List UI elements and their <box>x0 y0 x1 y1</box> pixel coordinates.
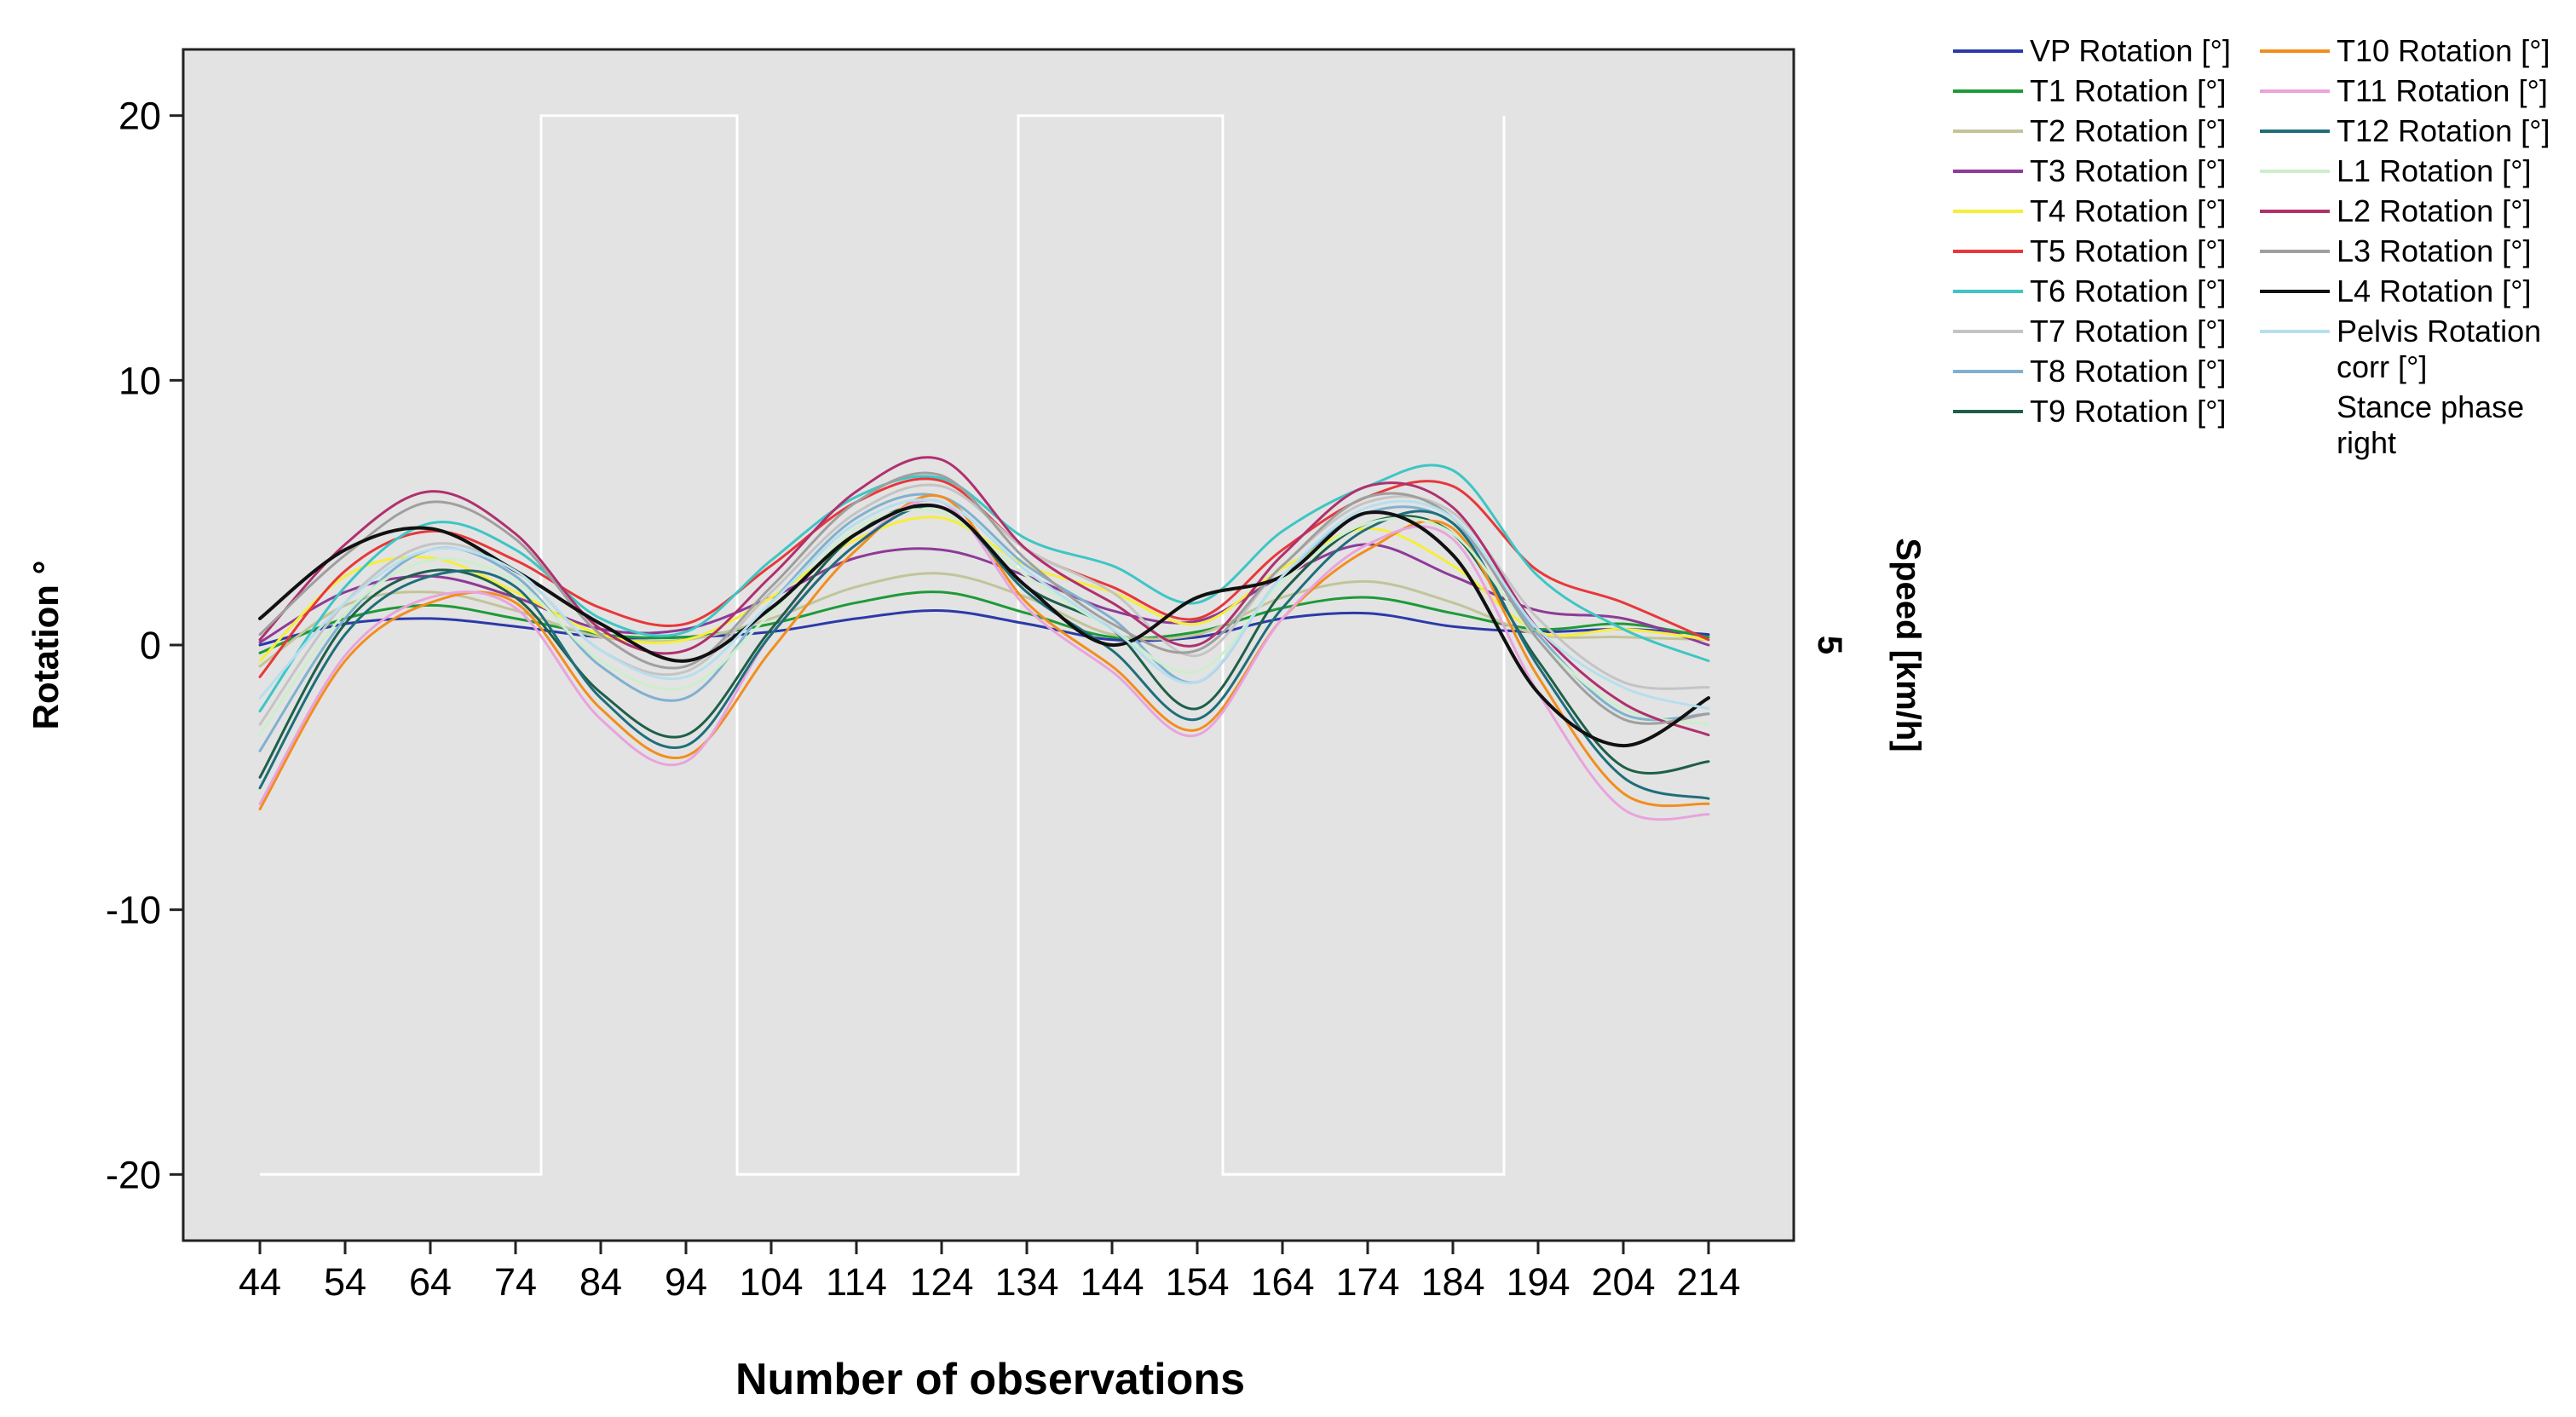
x-tick-label: 194 <box>1506 1260 1570 1304</box>
series-line-3 <box>258 572 1710 668</box>
secondary-y-axis-title: Speed [km/h] <box>1889 538 1927 752</box>
series-line-18 <box>258 498 1710 711</box>
stance-phase-layer <box>260 114 1506 1176</box>
x-axis-title: Number of observations <box>735 1355 1245 1404</box>
x-tick-label: 54 <box>324 1260 366 1304</box>
legend-label: L1 Rotation [°] <box>2337 153 2532 188</box>
legend-label: T7 Rotation [°] <box>2030 314 2227 348</box>
x-tick-label: 84 <box>579 1260 622 1304</box>
legend-label: T5 Rotation [°] <box>2030 233 2227 268</box>
x-tick-label: 164 <box>1250 1260 1314 1304</box>
legend-label: Pelvis Rotation corr [°] <box>2337 314 2541 384</box>
legend-label: T9 Rotation [°] <box>2030 394 2227 429</box>
x-tick-label: 114 <box>826 1260 887 1304</box>
x-tick-label: 214 <box>1676 1260 1740 1304</box>
x-tick-label: 94 <box>665 1260 707 1304</box>
x-tick-label: 184 <box>1421 1260 1484 1304</box>
y-axis-title: Rotation ° <box>26 561 66 730</box>
legend-label: L4 Rotation [°] <box>2337 274 2532 308</box>
x-axis-ticks: 44 54 64 74 84 94 104 114 124 134 144 154 164 174 184 1… <box>239 1241 1741 1304</box>
series-line-2 <box>258 590 1710 654</box>
legend-label: T6 Rotation [°] <box>2030 274 2227 308</box>
legend-label: L2 Rotation [°] <box>2337 193 2532 228</box>
series-line-1 <box>258 608 1710 647</box>
legend-label: T4 Rotation [°] <box>2030 193 2227 228</box>
legend-label: VP Rotation [°] <box>2030 33 2231 68</box>
legend-label: T1 Rotation [°] <box>2030 73 2227 108</box>
series-line-12 <box>258 498 1710 821</box>
series-line-15 <box>258 456 1710 737</box>
legend-label: T10 Rotation [°] <box>2337 33 2550 68</box>
series-line-4 <box>258 543 1710 647</box>
x-tick-label: 74 <box>494 1260 537 1304</box>
x-tick-label: 124 <box>909 1260 973 1304</box>
x-tick-label: 44 <box>239 1260 281 1304</box>
x-tick-label: 64 <box>409 1260 452 1304</box>
x-tick-label: 174 <box>1335 1260 1399 1304</box>
x-tick-label: 154 <box>1165 1260 1229 1304</box>
series-line-7 <box>258 464 1710 713</box>
legend-label: Stance phase right <box>2337 389 2524 460</box>
secondary-y-tick: 5 <box>1811 636 1848 654</box>
x-tick-label: 144 <box>1080 1260 1144 1304</box>
legend-label: T3 Rotation [°] <box>2030 153 2227 188</box>
legend-label: T8 Rotation [°] <box>2030 354 2227 389</box>
legend: VP Rotation [°] T1 Rotation [°] T2 Rotatio… <box>1953 33 2550 460</box>
y-tick-label: 10 <box>118 359 161 402</box>
y-tick-label: 0 <box>140 624 161 667</box>
x-tick-label: 104 <box>739 1260 803 1304</box>
series-layer <box>258 456 1710 821</box>
x-tick-label: 204 <box>1591 1260 1655 1304</box>
stance-phase-line <box>260 114 1506 1176</box>
legend-label: L3 Rotation [°] <box>2337 233 2532 268</box>
legend-label: T2 Rotation [°] <box>2030 113 2227 148</box>
y-axis-ticks: 20 10 0 -10 -20 <box>106 95 183 1196</box>
x-tick-label: 134 <box>994 1260 1058 1304</box>
y-tick-label: 20 <box>118 95 161 138</box>
legend-label: T12 Rotation [°] <box>2337 113 2550 148</box>
legend-label: T11 Rotation [°] <box>2337 73 2548 108</box>
y-tick-label: -10 <box>106 889 161 932</box>
y-tick-label: -20 <box>106 1153 161 1196</box>
